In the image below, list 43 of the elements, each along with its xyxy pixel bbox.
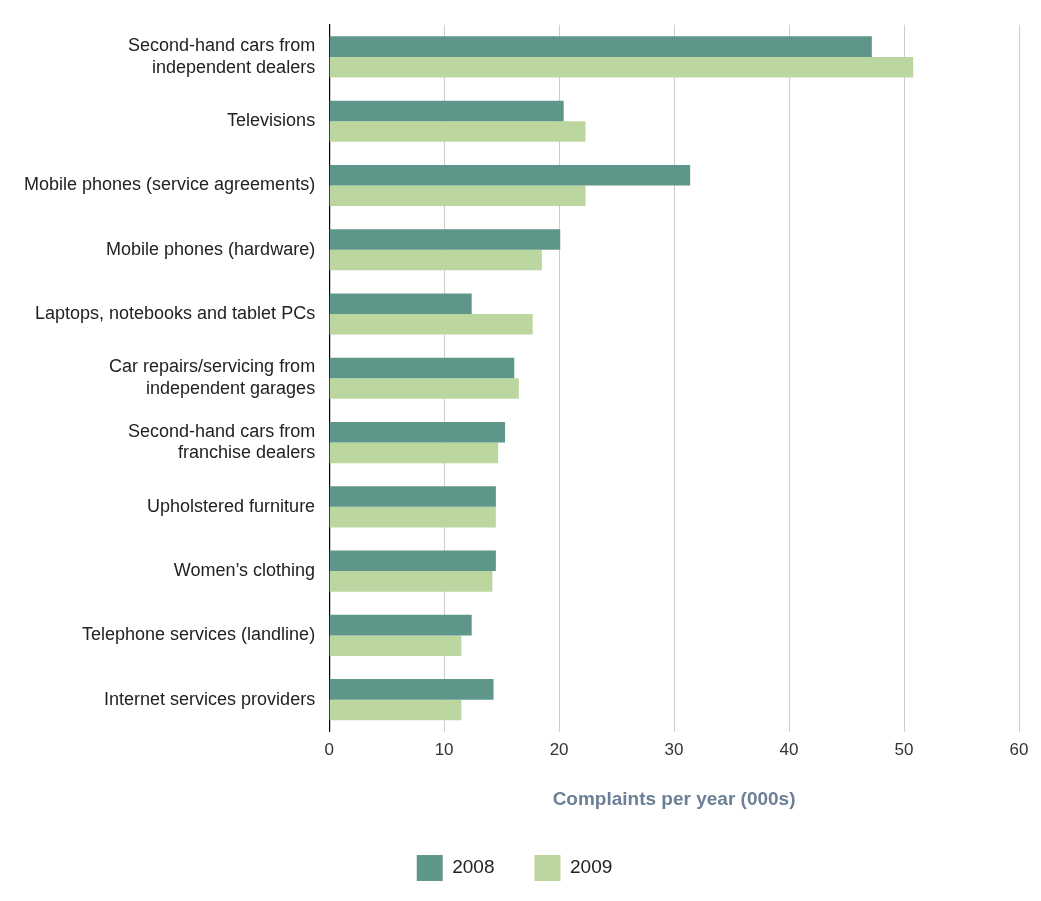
y-tick-label: Second-hand cars from franchise dealers — [128, 420, 316, 463]
bar — [329, 56, 914, 78]
bar — [329, 635, 462, 656]
legend-label: 2009 — [570, 856, 613, 878]
x-tick-label: 40 — [779, 739, 799, 759]
y-tick-label: Internet services providers — [104, 688, 316, 709]
bar — [329, 699, 462, 721]
y-tick-label: Laptops, notebooks and tablet PCs — [34, 303, 316, 323]
y-tick-label: Mobile phones (hardware) — [106, 238, 316, 259]
bar — [329, 614, 472, 636]
x-tick-label: 60 — [1009, 739, 1029, 759]
bar — [329, 550, 496, 572]
bar — [329, 679, 494, 700]
bar — [329, 357, 515, 379]
bar — [329, 506, 496, 528]
bar — [329, 100, 564, 122]
y-tick-label: Televisions — [227, 110, 316, 131]
y-tick-label: Women’s clothing — [173, 560, 316, 581]
y-tick-label: Upholstered furniture — [147, 495, 316, 516]
y-tick-label: Car repairs/servicing from independent garages — [109, 356, 316, 399]
x-tick-label: 20 — [549, 739, 569, 759]
y-tick-label: Mobile phones (service agreements) — [24, 174, 316, 195]
x-tick-label: 30 — [664, 739, 684, 759]
bar — [329, 229, 561, 250]
x-tick-label: 50 — [894, 739, 914, 759]
y-tick-label: Telephone services (landline) — [82, 624, 316, 645]
bar — [329, 293, 472, 315]
x-axis-title: Complaints per year (000s) — [552, 787, 796, 809]
bar — [329, 314, 533, 335]
bar — [329, 442, 499, 464]
x-tick-label: 10 — [434, 739, 454, 759]
bar — [329, 571, 493, 592]
bar — [329, 185, 586, 207]
bar — [329, 121, 586, 142]
legend-label: 2008 — [452, 856, 495, 878]
bar — [329, 36, 872, 57]
x-tick-label: 0 — [324, 739, 334, 759]
y-tick-label: Second-hand cars from independent dealers — [128, 35, 316, 77]
bar — [329, 378, 519, 399]
bar — [329, 486, 496, 507]
bar — [329, 422, 506, 443]
bar — [329, 164, 691, 186]
bar — [329, 249, 542, 271]
